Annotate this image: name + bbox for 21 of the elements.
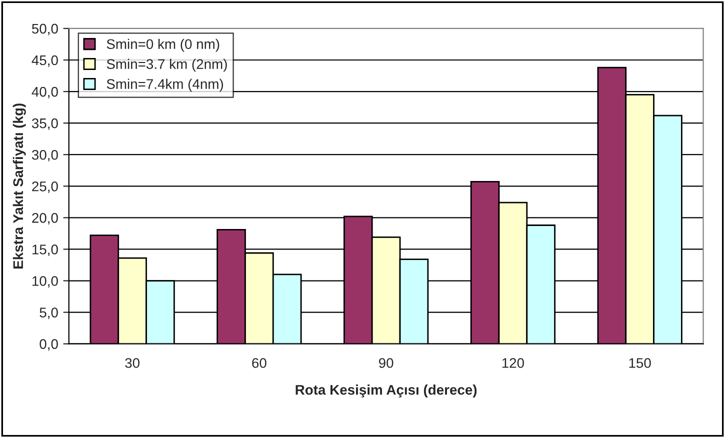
x-axis-title: Rota Kesişim Açısı (derece) xyxy=(296,384,477,398)
legend-label: Smin=0 km (0 nm) xyxy=(106,38,220,52)
legend-label: Smin=3.7 km (2nm) xyxy=(106,58,227,72)
y-tick-label: 25,0 xyxy=(32,181,58,193)
x-tick-label: 60 xyxy=(252,358,266,368)
y-tick-label: 40,0 xyxy=(32,86,58,98)
y-tick-label: 15,0 xyxy=(32,244,58,256)
x-tick-label: 30 xyxy=(125,358,140,368)
y-tick-label: 50,0 xyxy=(32,24,58,36)
x-tick-label: 150 xyxy=(629,358,651,368)
legend-label: Smin=7.4km (4nm) xyxy=(106,78,224,92)
y-tick-label: 35,0 xyxy=(32,118,58,130)
y-tick-label: 45,0 xyxy=(32,55,58,67)
y-tick-label: 0,0 xyxy=(40,339,58,351)
y-tick-label: 5,0 xyxy=(40,308,58,320)
x-tick-label: 90 xyxy=(378,358,394,368)
x-tick-label: 120 xyxy=(502,358,524,368)
y-tick-label: 30,0 xyxy=(32,150,58,162)
y-tick-label: 20,0 xyxy=(32,213,58,224)
y-axis-title: Ekstra Yakıt Sarfiyatı (kg) xyxy=(12,104,26,268)
y-tick-label: 10,0 xyxy=(32,276,58,288)
